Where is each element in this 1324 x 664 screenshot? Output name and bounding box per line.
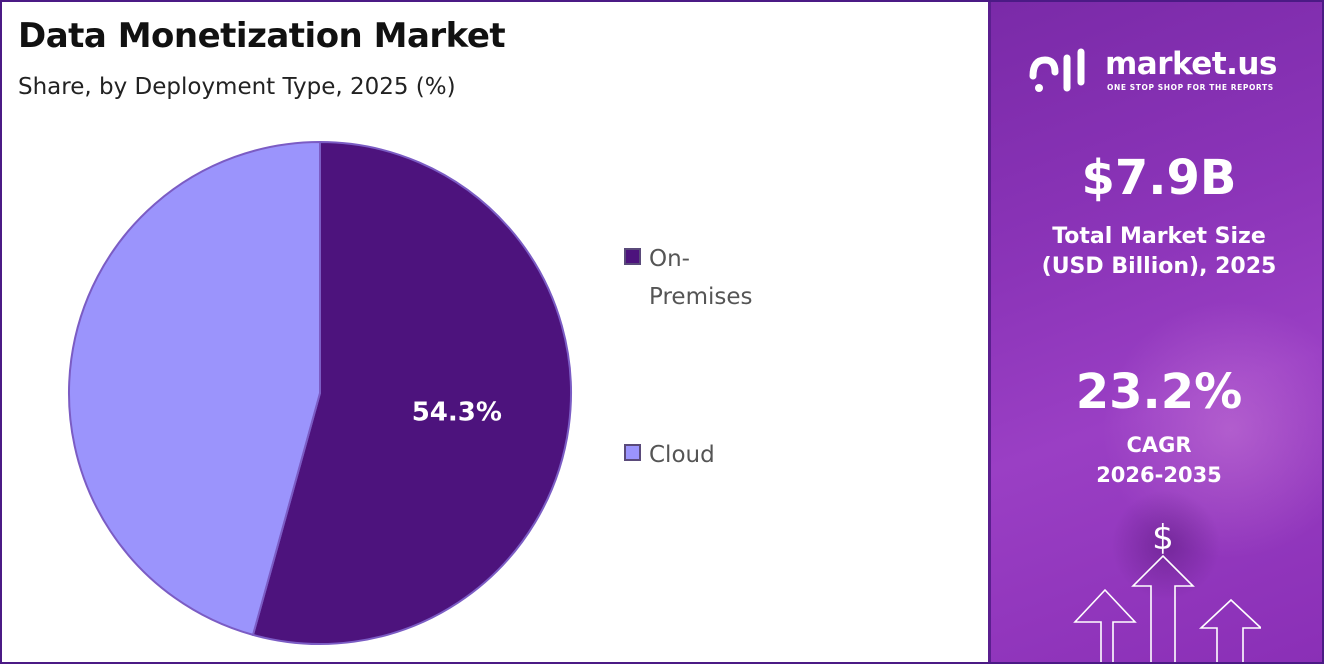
pie-data-labels: 54.3% xyxy=(412,398,502,428)
chart-title: Data Monetization Market xyxy=(18,16,506,56)
background-glow xyxy=(1101,300,1324,560)
legend-label-cloud: Cloud xyxy=(649,442,715,468)
market-size-label: Total Market Size xyxy=(1052,224,1266,249)
brand-logo: market.us ONE STOP SHOP FOR THE REPORTS xyxy=(1027,42,1307,102)
chart-subtitle: Share, by Deployment Type, 2025 (%) xyxy=(18,74,456,100)
dollar-rising-arrows-icon: $ xyxy=(1073,518,1261,664)
legend-item-cloud: Cloud xyxy=(624,436,779,474)
pie-chart: 54.3% xyxy=(68,140,572,645)
legend-item-on-premises: On-Premises xyxy=(624,240,779,316)
legend-swatch-on-premises xyxy=(624,248,641,265)
pie-slice-on-premises xyxy=(251,140,572,645)
pie-slices xyxy=(68,140,572,645)
summary-panel: market.us ONE STOP SHOP FOR THE REPORTS … xyxy=(988,0,1324,664)
market-size-value: $7.9B xyxy=(1081,150,1237,206)
brand-name: market.us xyxy=(1105,46,1277,82)
pie-slice-cloud xyxy=(68,140,321,637)
legend-label-on-premises: On-Premises xyxy=(649,246,753,310)
brand-tagline: ONE STOP SHOP FOR THE REPORTS xyxy=(1107,83,1274,92)
dollar-sign-icon: $ xyxy=(1152,518,1174,558)
data-label-on-premises: 54.3% xyxy=(412,398,502,428)
market-us-logo-icon xyxy=(1029,48,1085,92)
market-size-sublabel: (USD Billion), 2025 xyxy=(1041,254,1277,279)
legend-swatch-cloud xyxy=(624,444,641,461)
cagr-label: CAGR xyxy=(1126,433,1192,457)
cagr-period: 2026-2035 xyxy=(1096,463,1222,487)
background-shadow xyxy=(1111,490,1221,600)
chart-panel: Data Monetization Market Share, by Deplo… xyxy=(18,16,779,645)
cagr-value: 23.2% xyxy=(1075,364,1243,420)
